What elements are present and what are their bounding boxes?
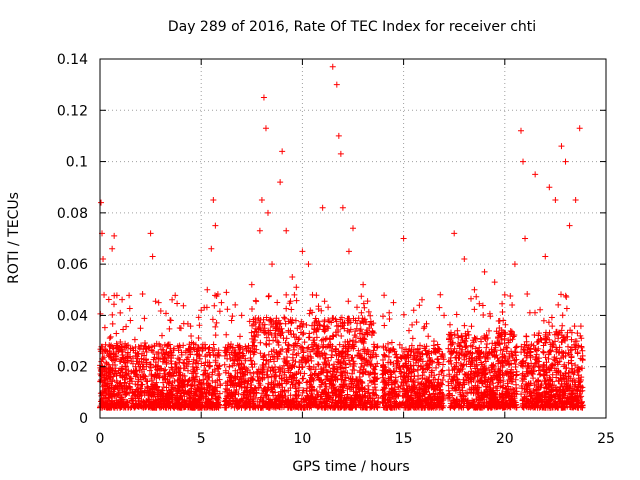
data-point: [390, 299, 397, 306]
y-tick-label: 0.1: [66, 155, 88, 171]
x-tick-label: 10: [293, 431, 311, 447]
data-point: [248, 281, 255, 288]
data-point: [218, 299, 225, 306]
data-point: [277, 179, 284, 186]
data-point: [546, 184, 553, 191]
plot-frame: [99, 58, 607, 419]
data-point: [558, 143, 565, 150]
y-tick-label: 0: [79, 411, 88, 427]
data-point: [337, 150, 344, 157]
x-tick-label: 15: [395, 431, 413, 447]
data-point: [188, 332, 195, 339]
data-point: [420, 325, 427, 332]
data-point: [155, 299, 162, 306]
data-point: [264, 209, 271, 216]
data-point: [258, 197, 265, 204]
data-point: [345, 248, 352, 255]
data-point: [511, 261, 518, 268]
data-point: [98, 199, 105, 206]
data-point: [100, 256, 107, 263]
data-point: [299, 248, 306, 255]
data-point: [451, 230, 458, 237]
data-point: [576, 125, 583, 132]
data-point: [212, 222, 219, 229]
data-point: [111, 232, 118, 239]
data-point: [532, 171, 539, 178]
data-point: [370, 320, 377, 327]
y-tick-label: 0.12: [57, 103, 88, 119]
data-point: [309, 291, 316, 298]
data-point: [177, 325, 184, 332]
data-point: [491, 279, 498, 286]
data-point: [238, 312, 245, 319]
data-point: [430, 338, 437, 345]
data-point: [333, 81, 340, 88]
axis-ticks: 0 5 10 15 20 25 0 0.02 0.04 0.06 0.08 0.1 0.12 0.14: [57, 52, 615, 447]
data-point: [329, 63, 336, 70]
background-point-cloud: [97, 289, 586, 411]
y-tick-label: 0.04: [57, 308, 88, 324]
data-point: [542, 253, 549, 260]
data-point: [260, 94, 267, 101]
data-point: [572, 197, 579, 204]
data-point: [380, 343, 387, 350]
data-point: [204, 286, 211, 293]
chart-title: Day 289 of 2016, Rate Of TEC Index for r…: [168, 19, 536, 35]
data-point: [198, 307, 205, 314]
x-tick-label: 0: [96, 431, 105, 447]
data-point: [566, 222, 573, 229]
data-point: [127, 317, 134, 324]
y-axis-title: ROTI / TECUs: [6, 192, 22, 284]
data-point: [208, 245, 215, 252]
data-point: [147, 230, 154, 237]
data-point: [562, 158, 569, 165]
data-point: [293, 284, 300, 291]
data-point: [210, 197, 217, 204]
data-point: [101, 291, 108, 298]
data-point: [256, 227, 263, 234]
data-point: [501, 291, 508, 298]
x-tick-label: 5: [197, 431, 206, 447]
data-point: [481, 268, 488, 275]
data-point: [360, 281, 367, 288]
data-point: [167, 317, 174, 324]
x-tick-label: 25: [597, 431, 615, 447]
y-tick-label: 0.06: [57, 257, 88, 273]
data-point: [335, 132, 342, 139]
y-tick-label: 0.14: [57, 52, 88, 68]
point-cloud-path: [97, 289, 586, 411]
data-point: [289, 273, 296, 280]
y-tick-label: 0.08: [57, 206, 88, 222]
data-point: [520, 158, 527, 165]
data-point: [552, 197, 559, 204]
y-tick-label: 0.02: [57, 360, 88, 376]
data-point: [283, 227, 290, 234]
data-point: [410, 307, 417, 314]
data-point: [279, 148, 286, 155]
data-point: [522, 235, 529, 242]
data-point: [149, 253, 156, 260]
x-axis-title: GPS time / hours: [292, 459, 409, 475]
data-point: [350, 225, 356, 232]
data-point: [137, 325, 144, 332]
data-point: [228, 317, 235, 324]
data-point: [269, 261, 276, 268]
x-tick-label: 20: [496, 431, 514, 447]
data-point: [262, 125, 269, 132]
data-point: [339, 204, 346, 211]
data-point: [117, 309, 124, 316]
data-point: [400, 235, 407, 242]
data-point: [461, 256, 468, 263]
data-point: [319, 204, 326, 211]
data-point: [305, 261, 312, 268]
data-point: [517, 127, 524, 134]
data-point: [471, 286, 478, 293]
data-point: [441, 312, 448, 319]
data-point: [109, 245, 116, 252]
data-points: [98, 63, 583, 350]
